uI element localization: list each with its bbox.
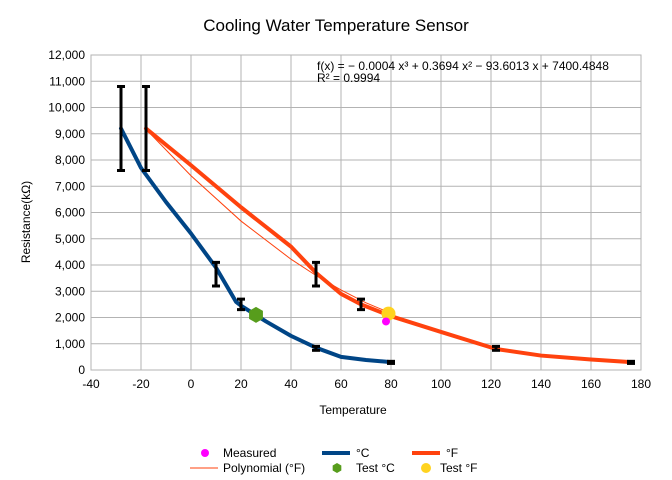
chart-title: Cooling Water Temperature Sensor [203, 16, 469, 35]
y-tick-label: 12,000 [48, 48, 85, 62]
legend-test-c-swatch [332, 463, 342, 473]
markers [249, 306, 396, 326]
plot-area-frame [90, 54, 642, 371]
legend-polynomial-label: Polynomial (°F) [223, 461, 305, 475]
y-tick-label: 5,000 [55, 232, 85, 246]
test-f-point [381, 306, 396, 321]
y-tick-label: 11,000 [49, 74, 85, 88]
series [119, 126, 633, 365]
x-axis-ticks: -40 -20 0 20 40 60 80 100 120 140 160 180 [82, 377, 651, 391]
y-tick-label: 1,000 [55, 337, 85, 351]
series-c-line [119, 126, 393, 365]
x-tick-label: 80 [384, 377, 398, 391]
x-tick-label: 160 [581, 377, 601, 391]
trendline-r-squared: R² = 0.9994 [317, 71, 380, 85]
legend-test-f-swatch [421, 463, 431, 473]
y-tick-label: 9,000 [55, 127, 85, 141]
y-tick-label: 6,000 [55, 206, 85, 220]
y-axis-label: Resistance(kΩ) [19, 181, 33, 263]
x-tick-label: 20 [234, 377, 248, 391]
y-tick-label: 7,000 [55, 179, 85, 193]
legend-f-label: °F [446, 446, 458, 460]
x-tick-label: 140 [531, 377, 551, 391]
x-tick-label: 100 [431, 377, 451, 391]
y-tick-label: 10,000 [48, 101, 85, 115]
series-f-line [144, 126, 633, 365]
error-bars [117, 85, 635, 365]
legend-test-f-label: Test °F [440, 461, 477, 475]
x-tick-label: 40 [284, 377, 298, 391]
x-tick-label: 120 [481, 377, 501, 391]
x-tick-label: -20 [132, 377, 150, 391]
y-tick-label: 3,000 [55, 284, 85, 298]
x-tick-label: 180 [631, 377, 651, 391]
y-tick-label: 2,000 [55, 311, 85, 325]
trendline-equation: f(x) = − 0.0004 x³ + 0.3694 x² − 93.6013… [317, 59, 609, 73]
test-c-point [249, 306, 263, 323]
x-tick-label: 0 [188, 377, 195, 391]
x-axis-label: Temperature [319, 403, 387, 417]
y-tick-label: 0 [78, 363, 85, 377]
measured-point [382, 317, 390, 326]
x-tick-label: -40 [82, 377, 100, 391]
y-tick-label: 8,000 [55, 153, 85, 167]
y-axis-ticks: 0 1,000 2,000 3,000 4,000 5,000 6,000 7,000 8,00… [48, 48, 85, 377]
legend: Measured °C °F Polynomial (°F) Test °C Test °… [190, 446, 477, 475]
legend-test-c-label: Test °C [356, 461, 395, 475]
y-tick-label: 4,000 [55, 258, 85, 272]
legend-measured-swatch [201, 449, 209, 457]
legend-c-label: °C [356, 446, 370, 460]
legend-measured-label: Measured [223, 446, 276, 460]
x-tick-label: 60 [334, 377, 348, 391]
